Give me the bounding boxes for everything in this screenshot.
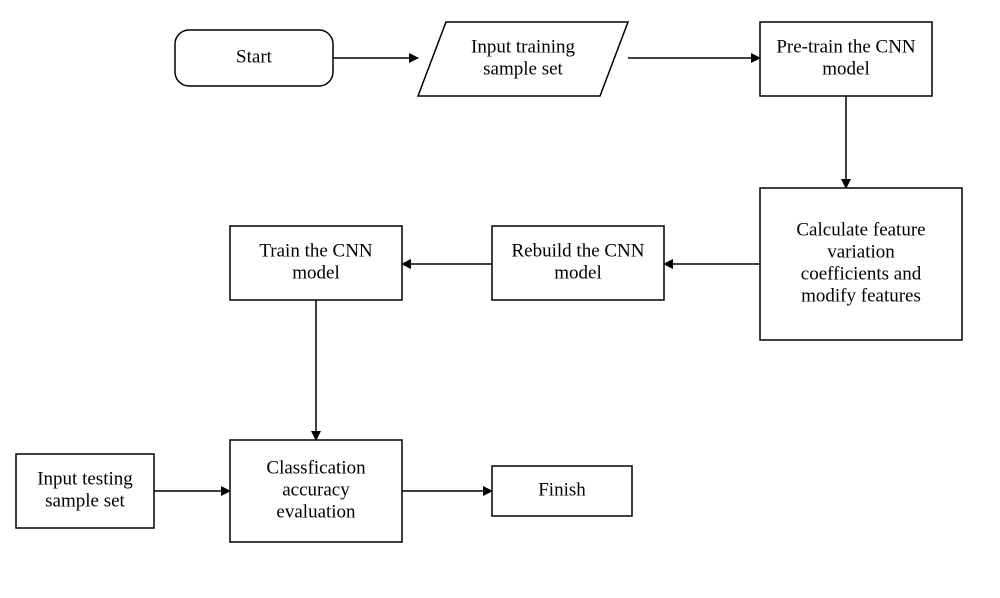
node-eval-label-1: accuracy <box>282 479 350 500</box>
node-rebuild-label-0: Rebuild the CNN <box>512 240 645 261</box>
node-rebuild-label-1: model <box>554 262 602 283</box>
node-input_test: Input testingsample set <box>16 454 154 528</box>
node-train-label-1: model <box>292 262 340 283</box>
node-calc-label-2: coefficients and <box>801 263 922 284</box>
node-rebuild: Rebuild the CNNmodel <box>492 226 664 300</box>
node-calc: Calculate featurevariationcoefficients a… <box>760 188 962 340</box>
node-input_test-label-0: Input testing <box>37 468 133 489</box>
node-train: Train the CNNmodel <box>230 226 402 300</box>
node-input_test-label-1: sample set <box>45 490 125 511</box>
node-pretrain-label-1: model <box>822 58 870 79</box>
node-finish-label-0: Finish <box>538 479 586 500</box>
node-start: Start <box>175 30 333 86</box>
node-input_train: Input trainingsample set <box>418 22 628 96</box>
node-eval-label-2: evaluation <box>276 501 356 522</box>
node-input_train-label-0: Input training <box>471 36 575 57</box>
node-start-label-0: Start <box>236 46 273 67</box>
node-pretrain-label-0: Pre-train the CNN <box>776 36 916 57</box>
node-eval: Classficationaccuracyevaluation <box>230 440 402 542</box>
node-input_train-label-1: sample set <box>483 58 563 79</box>
node-eval-label-0: Classfication <box>266 457 366 478</box>
node-calc-label-3: modify features <box>801 285 921 306</box>
node-train-label-0: Train the CNN <box>259 240 373 261</box>
node-calc-label-0: Calculate feature <box>796 219 925 240</box>
node-calc-label-1: variation <box>827 241 895 262</box>
node-pretrain: Pre-train the CNNmodel <box>760 22 932 96</box>
node-finish: Finish <box>492 466 632 516</box>
nodes-layer: StartInput trainingsample setPre-train t… <box>16 22 962 542</box>
